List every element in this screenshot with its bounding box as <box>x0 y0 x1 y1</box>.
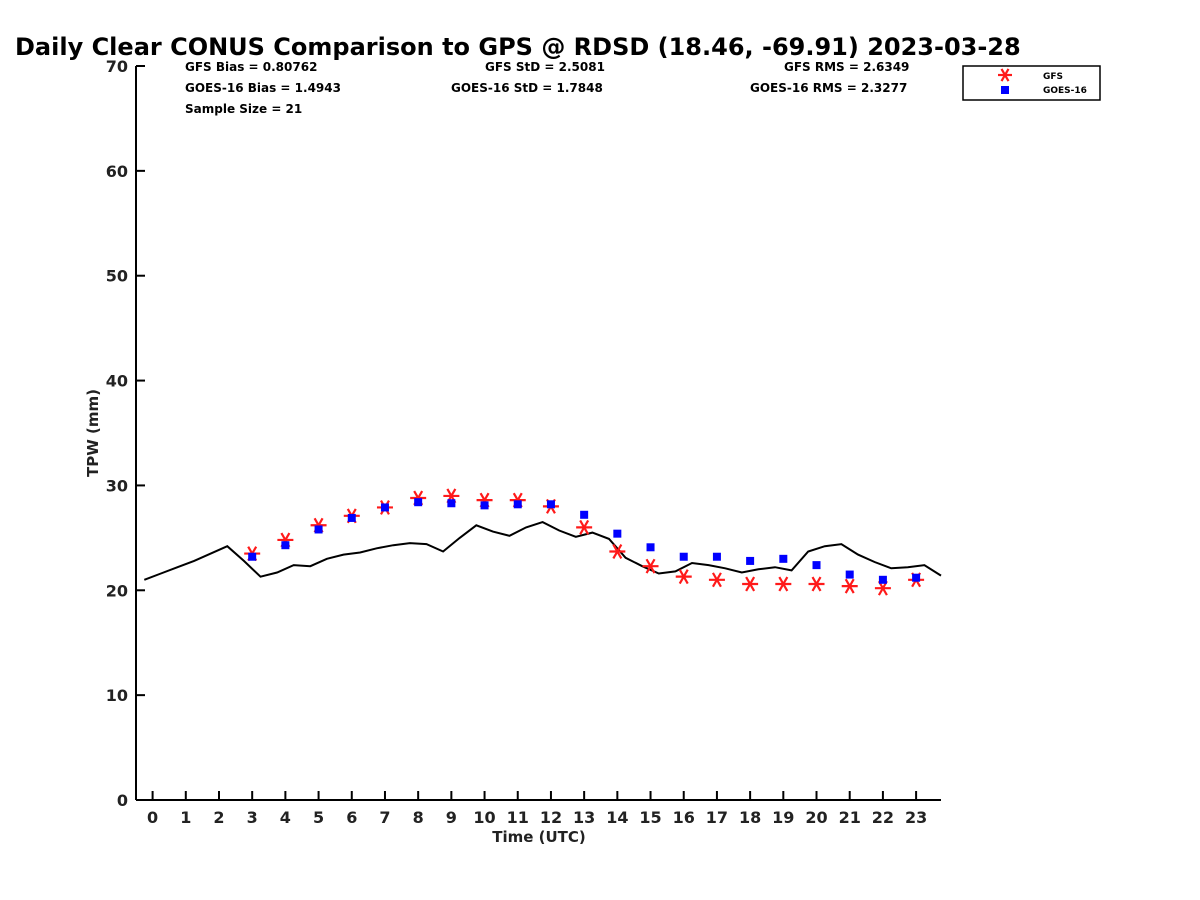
x-tick-label: 23 <box>905 808 927 827</box>
x-tick-label: 20 <box>805 808 827 827</box>
goes-16-point <box>546 500 555 509</box>
stat-gfs-std: GFS StD = 2.5081 <box>485 60 605 74</box>
x-tick-label: 18 <box>739 808 761 827</box>
y-tick-label: 50 <box>106 267 128 286</box>
x-axis-ticks: 0 1 2 3 4 5 6 7 8 9 10 11 12 13 14 15 16 17 18 19 20 21 22 23 <box>147 791 927 827</box>
stat-goes-bias: GOES-16 Bias = 1.4943 <box>185 81 341 95</box>
goes-16-point <box>812 561 821 570</box>
series-layer <box>143 488 942 596</box>
x-tick-label: 6 <box>346 808 357 827</box>
y-tick-label: 70 <box>106 57 128 76</box>
goes-16-point <box>779 554 788 563</box>
x-axis-label: Time (UTC) <box>492 828 586 846</box>
gfs-point <box>742 576 759 592</box>
y-tick-label: 0 <box>117 791 128 810</box>
stat-goes-rms: GOES-16 RMS = 2.3277 <box>750 81 907 95</box>
stat-gfs-rms: GFS RMS = 2.6349 <box>784 60 909 74</box>
x-tick-label: 9 <box>446 808 457 827</box>
legend-marker-goes <box>1001 86 1009 94</box>
legend-label-goes: GOES-16 <box>1043 86 1087 96</box>
goes-16-point <box>712 552 721 561</box>
gfs-point <box>576 519 593 535</box>
x-tick-label: 13 <box>573 808 595 827</box>
x-tick-label: 4 <box>280 808 291 827</box>
gfs-point <box>609 544 626 559</box>
x-tick-label: 1 <box>180 808 191 827</box>
x-tick-label: 12 <box>540 808 562 827</box>
gfs-point <box>675 569 692 585</box>
x-tick-label: 0 <box>147 808 158 827</box>
x-tick-label: 10 <box>473 808 495 827</box>
goes-16-point <box>347 513 356 522</box>
goes-16-point <box>912 573 921 582</box>
goes-16-point <box>580 510 589 519</box>
goes-16-point <box>613 529 622 538</box>
goes-16-point <box>281 541 290 550</box>
legend-label-gfs: GFS <box>1043 72 1063 82</box>
gfs-point <box>808 576 825 592</box>
goes-16-point <box>414 498 423 507</box>
y-tick-label: 30 <box>106 476 128 495</box>
x-tick-label: 17 <box>706 808 728 827</box>
x-tick-label: 15 <box>639 808 661 827</box>
gfs-point <box>775 576 792 592</box>
y-axis-label: TPW (mm) <box>84 389 102 477</box>
x-tick-label: 16 <box>673 808 695 827</box>
stat-gfs-bias: GFS Bias = 0.80762 <box>185 60 317 74</box>
legend-box <box>962 65 1101 101</box>
x-tick-label: 19 <box>772 808 794 827</box>
chart-title: Daily Clear CONUS Comparison to GPS @ RD… <box>15 33 1021 61</box>
goes-16-point <box>447 499 456 508</box>
x-tick-label: 2 <box>213 808 224 827</box>
x-tick-label: 3 <box>247 808 258 827</box>
x-tick-label: 11 <box>507 808 529 827</box>
goes-16-point <box>248 552 257 561</box>
goes-16-point <box>380 503 389 512</box>
x-tick-label: 5 <box>313 808 324 827</box>
goes-16-point <box>646 543 655 552</box>
x-tick-label: 14 <box>606 808 628 827</box>
goes-16-point <box>679 552 688 561</box>
y-axis-ticks: 0 10 20 30 40 50 60 70 <box>106 57 145 810</box>
legend-marker-gfs <box>998 68 1012 82</box>
goes-16-point <box>480 501 489 510</box>
goes-16-point <box>746 556 755 565</box>
goes-16-point <box>314 525 323 534</box>
y-tick-label: 40 <box>106 372 128 391</box>
stat-goes-std: GOES-16 StD = 1.7848 <box>451 81 603 95</box>
goes-16-point <box>513 500 522 509</box>
gfs-point <box>642 558 659 574</box>
stat-sample-size: Sample Size = 21 <box>185 102 302 116</box>
gfs-point <box>708 572 725 588</box>
x-tick-label: 8 <box>413 808 424 827</box>
goes-16-point <box>845 570 854 579</box>
gfs-point <box>841 578 858 594</box>
legend-asterisk <box>998 68 1012 82</box>
y-tick-label: 10 <box>106 686 128 705</box>
x-tick-label: 22 <box>872 808 894 827</box>
x-tick-label: 21 <box>839 808 861 827</box>
stats-panel: GFS Bias = 0.80762 GOES-16 Bias = 1.4943… <box>185 60 909 116</box>
y-tick-label: 60 <box>106 162 128 181</box>
legend: GFS GOES-16 <box>962 65 1101 101</box>
y-tick-label: 20 <box>106 581 128 600</box>
x-tick-label: 7 <box>379 808 390 827</box>
gps-series-line <box>143 521 942 581</box>
goes-16-point <box>878 575 887 584</box>
